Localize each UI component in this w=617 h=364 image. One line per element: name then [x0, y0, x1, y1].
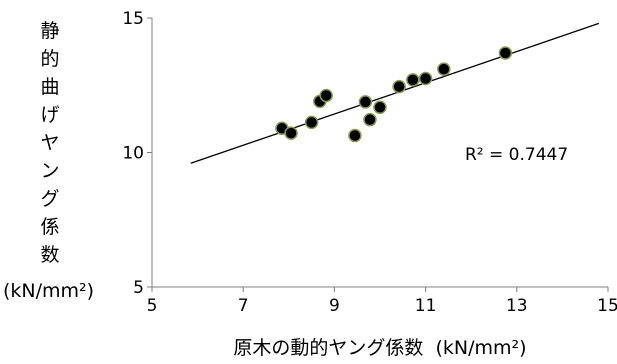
data-point: [437, 62, 451, 76]
data-point: [319, 88, 333, 103]
y-tick-label: 5: [133, 278, 144, 298]
data-point: [392, 79, 406, 94]
y-tick-label: 15: [122, 9, 144, 29]
y-axis-label-char: グ: [40, 188, 59, 210]
data-point: [358, 95, 373, 109]
x-axis-label: 原木の動的ヤング係数 (kN/mm²): [233, 337, 526, 359]
x-tick-label: 13: [506, 296, 528, 316]
ticks: [147, 17, 609, 292]
x-tick-label: 9: [329, 296, 340, 316]
y-axis-label-char: 係: [40, 216, 59, 238]
data-points: [275, 46, 513, 143]
data-point: [348, 128, 362, 143]
x-tick-label: 5: [147, 296, 158, 316]
data-point: [498, 46, 513, 60]
y-axis-label-char: 数: [40, 244, 59, 266]
y-axis-label-char: げ: [40, 104, 59, 126]
y-tick-label: 10: [122, 144, 144, 164]
data-point: [373, 100, 387, 115]
data-point: [363, 112, 377, 127]
tick-labels: 5 7 9 11 13 15 5 10 15: [122, 9, 617, 316]
y-axis-label-char: 静: [40, 20, 59, 42]
x-axis-label-text: 原木の動的ヤング係数: [233, 337, 423, 359]
data-point: [304, 115, 319, 130]
y-axis-label-char: ヤ: [40, 132, 59, 154]
y-axis-unit: (kN/mm²): [3, 280, 94, 302]
x-axis-label-unit: (kN/mm²): [435, 337, 526, 359]
x-tick-label: 7: [238, 296, 249, 316]
data-point: [284, 126, 298, 140]
data-point: [406, 73, 420, 87]
x-tick-label: 15: [597, 296, 617, 316]
y-axis-label-char: ン: [40, 160, 59, 182]
x-tick-label: 11: [415, 296, 437, 316]
y-axis-label-char: 曲: [40, 76, 59, 98]
r-squared-annotation: R² = 0.7447: [465, 145, 568, 165]
y-axis-label-char: 的: [40, 48, 59, 70]
data-point: [418, 71, 433, 86]
trendline: [190, 22, 600, 164]
